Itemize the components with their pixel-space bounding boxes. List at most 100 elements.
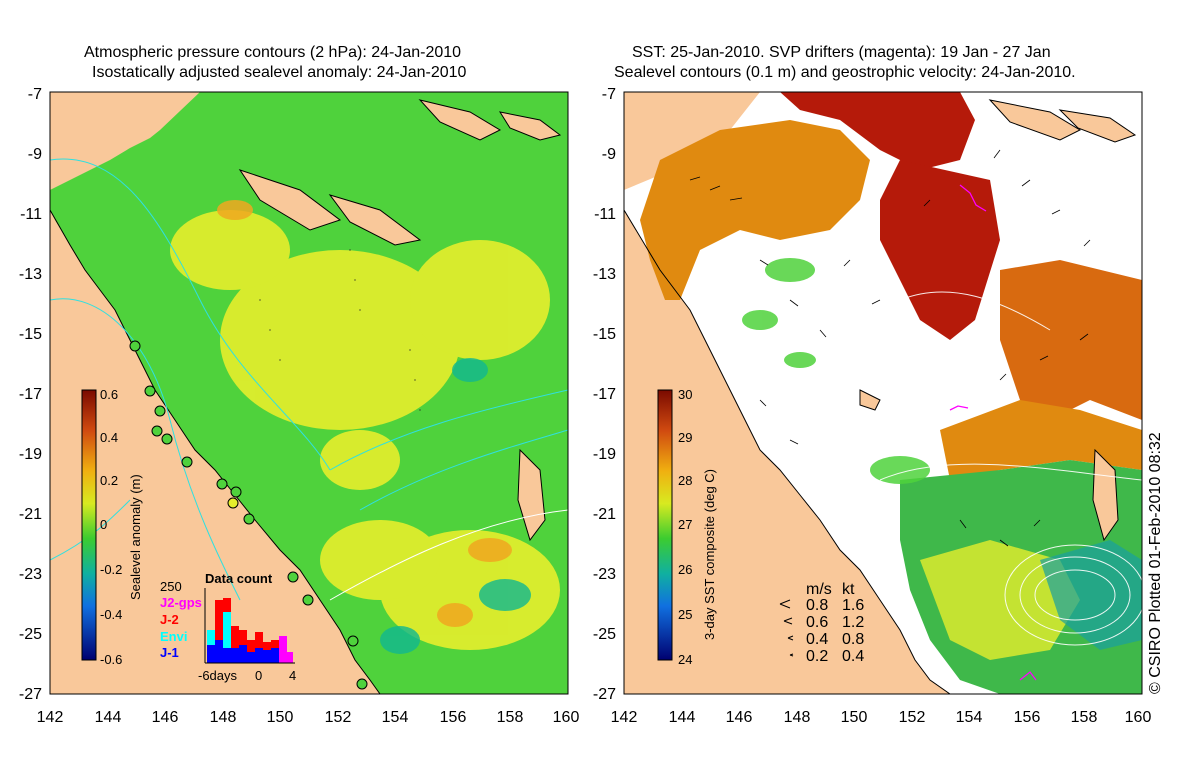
lat-label: -7 <box>28 86 42 103</box>
lat-label: -9 <box>28 146 42 163</box>
left-map-warm-spots <box>217 200 512 627</box>
velocity-key-kt-row: 1.6 <box>842 597 864 614</box>
lon-label: 154 <box>956 709 983 726</box>
lon-label: 144 <box>95 709 122 726</box>
velocity-key-ms-row: 0.6 <box>806 614 828 631</box>
right-colorbar <box>657 389 673 661</box>
lon-label: 158 <box>497 709 524 726</box>
left-colorbar-label: Sealevel anomaly (m) <box>128 474 143 600</box>
left-map-track-dots <box>259 249 421 411</box>
right-cb-tick: 26 <box>678 562 692 577</box>
right-map-sealevel-contours <box>879 291 1142 646</box>
right-map <box>624 92 1142 694</box>
inset-legend-j2gps: J2-gps <box>160 595 202 610</box>
velocity-key-ms-row: 0.8 <box>806 597 828 614</box>
lat-label: -17 <box>19 386 42 403</box>
lat-label: -25 <box>593 626 616 643</box>
right-cb-tick: 28 <box>678 473 692 488</box>
left-map <box>50 92 568 694</box>
velocity-key-kt-row: 0.4 <box>842 648 864 665</box>
lon-label: 154 <box>382 709 409 726</box>
lat-label: -9 <box>602 146 616 163</box>
left-map-positive-anomaly-patches <box>170 210 560 650</box>
velocity-key: m/s kt 0.8 1.6 0.6 1.2 0.4 0.8 0.2 0.4 <box>779 581 864 665</box>
lat-label: -27 <box>19 686 42 703</box>
lat-label: -19 <box>593 446 616 463</box>
left-map-negative-anomaly-patches <box>380 358 531 654</box>
left-cb-tick: 0.6 <box>100 387 118 402</box>
lat-label: -21 <box>19 506 42 523</box>
lon-label: 148 <box>784 709 811 726</box>
lat-label: -15 <box>19 326 42 343</box>
right-cb-tick: 25 <box>678 607 692 622</box>
lat-label: -23 <box>19 566 42 583</box>
right-cb-tick: 27 <box>678 517 692 532</box>
lon-label: 152 <box>325 709 352 726</box>
left-cb-tick: 0.4 <box>100 430 118 445</box>
right-title-line1: SST: 25-Jan-2010. SVP drifters (magenta)… <box>632 44 1051 61</box>
lon-label: 146 <box>152 709 179 726</box>
velocity-key-arrow <box>783 617 793 625</box>
left-map-coastline <box>50 209 381 694</box>
lat-label: -21 <box>593 506 616 523</box>
inset-legend-j1: J-1 <box>160 645 179 660</box>
velocity-key-kt-row: 1.2 <box>842 614 864 631</box>
right-map-sst-teal-patch <box>1040 540 1142 650</box>
right-map-sst-orange-band <box>940 400 1142 480</box>
right-map-sst-yellow-south <box>920 540 1080 660</box>
lon-label: 142 <box>37 709 64 726</box>
velocity-key-arrow <box>787 635 794 641</box>
right-map-velocity-arrows <box>689 149 1091 547</box>
left-cb-tick: -0.2 <box>100 562 122 577</box>
right-map-sst-orange-east <box>1000 260 1142 420</box>
inset-ymax: 250 <box>160 579 182 594</box>
lon-label: 142 <box>611 709 638 726</box>
lon-label: 150 <box>841 709 868 726</box>
inset-legend-envi: Envi <box>160 629 187 644</box>
lat-label: -25 <box>19 626 42 643</box>
data-count-inset: Data count 250 J2-gps J-2 Envi J-1 <box>160 571 296 683</box>
lat-label: -17 <box>593 386 616 403</box>
lat-label: -11 <box>594 206 616 223</box>
lat-label: -27 <box>593 686 616 703</box>
right-map-sst-green-specks <box>742 258 930 484</box>
inset-xlabel-start: -6days <box>198 668 238 683</box>
inset-xlabel-zero: 0 <box>255 668 262 683</box>
velocity-key-header-kt: kt <box>842 581 855 598</box>
lat-label: -19 <box>19 446 42 463</box>
lon-label: 152 <box>899 709 926 726</box>
lon-label: 160 <box>1125 709 1152 726</box>
inset-legend-j2: J-2 <box>160 612 179 627</box>
right-map-svp-drifters <box>949 184 1037 681</box>
lat-label: -11 <box>20 206 42 223</box>
right-map-islands <box>859 99 1137 542</box>
lon-label: 150 <box>267 709 294 726</box>
lon-label: 148 <box>210 709 237 726</box>
right-map-sst-orange-north <box>640 120 870 300</box>
lon-label: 156 <box>440 709 467 726</box>
right-map-coastline <box>624 209 951 694</box>
right-lon-labels: 142 144 146 148 150 152 154 156 158 160 <box>611 709 1152 726</box>
left-title-line1: Atmospheric pressure contours (2 hPa): 2… <box>84 44 462 61</box>
right-cb-tick: 29 <box>678 430 692 445</box>
right-lat-labels: -7 -9 -11 -13 -15 -17 -19 -21 -23 -25 -2… <box>593 86 616 703</box>
lat-label: -13 <box>19 266 42 283</box>
left-map-frame <box>49 91 569 695</box>
right-cb-tick: 24 <box>678 652 692 667</box>
credit-text: © CSIRO Plotted 01-Feb-2010 08:32 <box>1147 432 1164 694</box>
lat-label: -23 <box>593 566 616 583</box>
inset-title: Data count <box>205 571 273 586</box>
right-map-frame <box>623 91 1143 695</box>
lat-label: -7 <box>602 86 616 103</box>
left-colorbar-ticks: 0.6 0.4 0.2 0 -0.2 -0.4 -0.6 <box>100 387 122 667</box>
lat-label: -13 <box>593 266 616 283</box>
left-map-pressure-contours <box>50 158 568 601</box>
velocity-key-header-ms: m/s <box>806 581 832 598</box>
left-lon-labels: 142 144 146 148 150 152 154 156 158 160 <box>37 709 580 726</box>
left-colorbar <box>81 389 97 661</box>
lon-label: 146 <box>726 709 753 726</box>
lat-label: -15 <box>593 326 616 343</box>
inset-xlabel-end: 4 <box>289 668 296 683</box>
left-cb-tick: -0.6 <box>100 652 122 667</box>
